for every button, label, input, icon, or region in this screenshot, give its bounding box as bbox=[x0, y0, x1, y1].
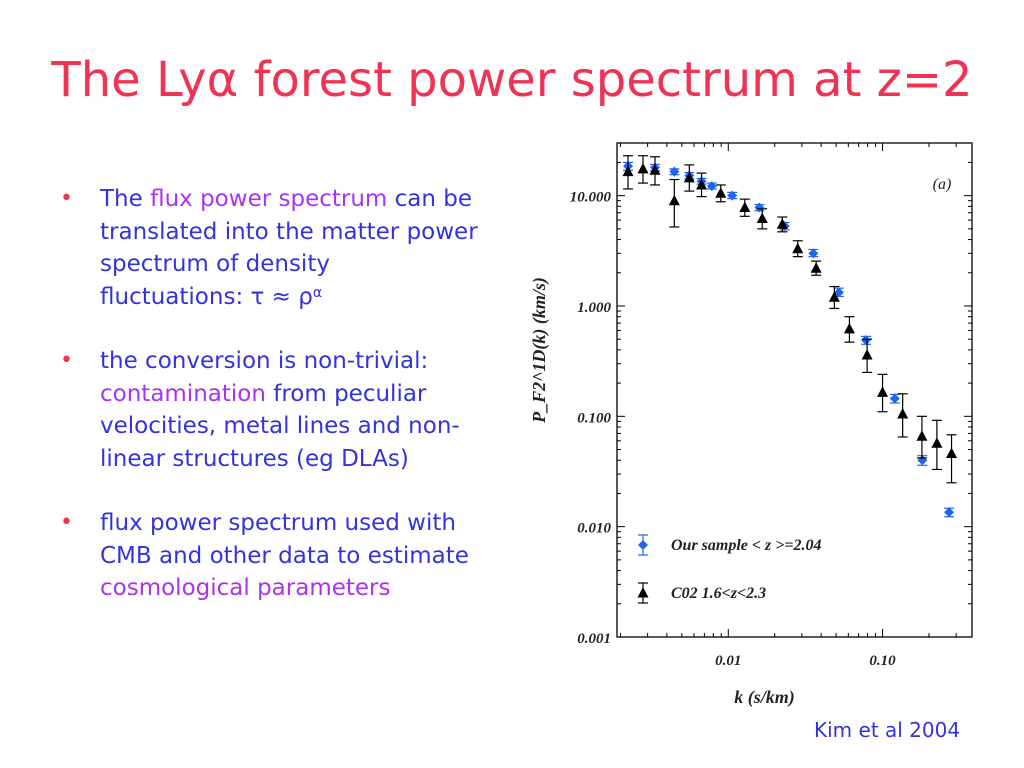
data-point-c02 bbox=[843, 322, 855, 334]
data-point-ours bbox=[833, 287, 844, 298]
data-point-c02 bbox=[668, 194, 680, 206]
y-tick-label: 0.010 bbox=[577, 521, 611, 537]
panel-label: (a) bbox=[933, 176, 952, 193]
data-point-c02 bbox=[946, 447, 958, 459]
power-spectrum-chart: 0.01 0.10 10.000 1.000 0.100 0.010 0.001 k (s/k… bbox=[529, 142, 973, 708]
x-tick-label: 0.10 bbox=[869, 653, 896, 669]
bullet-text: flux power spectrum used with CMB and ot… bbox=[100, 510, 469, 569]
legend-triangle-icon bbox=[637, 587, 649, 598]
data-point-ours bbox=[706, 181, 717, 192]
data-point-c02 bbox=[877, 386, 889, 397]
data-point-c02 bbox=[776, 218, 788, 229]
legend-label-c02: C02 1.6<z<2.3 bbox=[671, 585, 766, 602]
data-point-ours bbox=[944, 507, 955, 518]
bullet-item: • the conversion is non-trivial: contamin… bbox=[58, 345, 478, 475]
data-point-ours bbox=[727, 190, 738, 201]
data-point-c02 bbox=[715, 187, 727, 198]
data-point-c02 bbox=[792, 242, 804, 254]
bullet-dot-icon: • bbox=[60, 186, 73, 211]
data-point-c02 bbox=[916, 430, 928, 441]
bullet-text: the conversion is non-trivial: bbox=[100, 348, 429, 374]
y-tick-label: 1.000 bbox=[577, 300, 611, 316]
bullet-dot-icon: • bbox=[60, 348, 73, 373]
data-point-c02 bbox=[696, 178, 708, 190]
bullet-text: The bbox=[100, 186, 151, 212]
data-point-ours bbox=[889, 393, 900, 404]
data-point-ours bbox=[808, 248, 819, 259]
legend-label-ours: Our sample < z >=2.04 bbox=[671, 537, 821, 554]
bullet-item: • flux power spectrum used with CMB and o… bbox=[58, 507, 478, 605]
data-point-c02 bbox=[810, 262, 822, 273]
y-tick-label: 0.001 bbox=[577, 631, 611, 647]
data-point-c02 bbox=[637, 162, 649, 174]
bullet-dot-icon: • bbox=[60, 510, 73, 535]
data-point-c02 bbox=[931, 437, 943, 448]
highlighted-text: cosmological parameters bbox=[100, 575, 391, 601]
data-point-c02 bbox=[828, 291, 840, 302]
data-point-c02 bbox=[649, 164, 661, 175]
bullet-text: from peculiar velocities, metal lines an… bbox=[100, 380, 460, 472]
bullet-list: • The flux power spectrum can be translat… bbox=[58, 183, 478, 637]
highlighted-text: flux power spectrum bbox=[150, 186, 388, 212]
highlighted-text: contamination bbox=[100, 380, 266, 407]
citation: Kim et al 2004 bbox=[814, 718, 961, 742]
data-point-ours bbox=[860, 335, 871, 346]
data-point-ours bbox=[669, 166, 680, 177]
data-point-c02 bbox=[739, 201, 751, 213]
bullet-text: α bbox=[312, 284, 323, 301]
x-axis-label: k (s/km) bbox=[734, 687, 795, 708]
legend-diamond-icon bbox=[638, 540, 648, 550]
y-tick-label: 0.100 bbox=[577, 410, 611, 426]
data-point-c02 bbox=[683, 171, 695, 183]
data-point-c02 bbox=[897, 407, 909, 419]
bullet-item: • The flux power spectrum can be translat… bbox=[58, 183, 478, 313]
y-axis-label: P_F2^1D(k) (km/s) bbox=[529, 277, 550, 424]
data-point-c02 bbox=[756, 212, 768, 224]
data-point-c02 bbox=[622, 165, 634, 177]
y-tick-label: 10.000 bbox=[570, 190, 612, 206]
plot-frame bbox=[616, 142, 973, 638]
data-point-c02 bbox=[861, 348, 873, 360]
bullet-text: can be translated into the matter power … bbox=[100, 186, 478, 310]
x-tick-label: 0.01 bbox=[715, 653, 741, 669]
slide-title: The Lyα forest power spectrum at z=2 bbox=[51, 52, 973, 108]
